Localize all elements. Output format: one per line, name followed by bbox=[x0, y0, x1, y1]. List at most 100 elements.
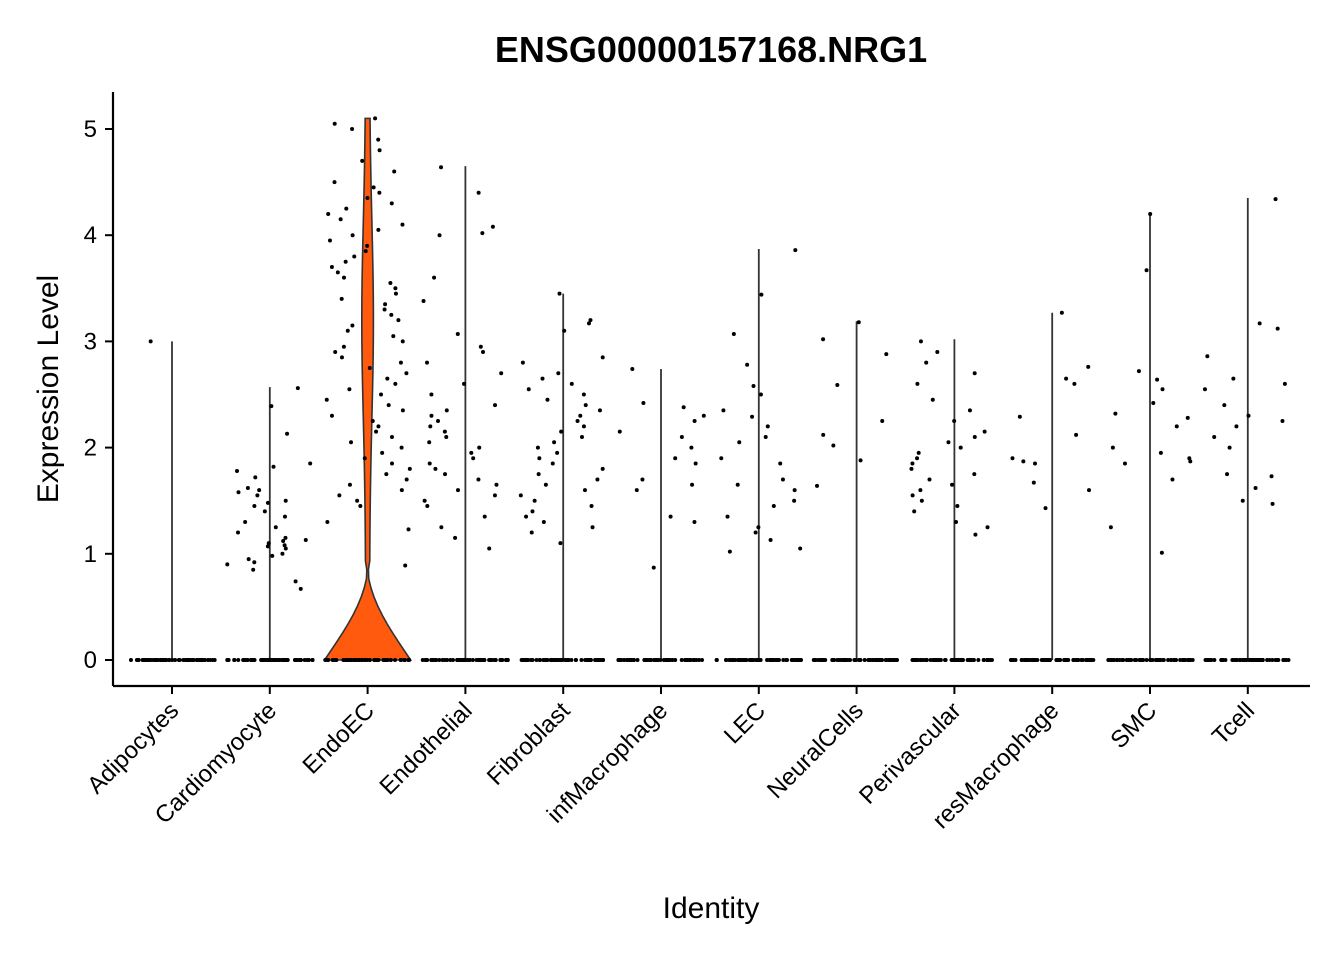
data-point bbox=[692, 519, 697, 524]
data-point bbox=[1235, 658, 1240, 662]
data-point bbox=[559, 429, 564, 434]
data-point bbox=[862, 658, 867, 662]
data-point bbox=[701, 413, 706, 418]
data-point bbox=[526, 658, 531, 662]
data-point bbox=[815, 483, 820, 488]
x-tick-label: SMC bbox=[1105, 697, 1162, 754]
data-point bbox=[843, 658, 848, 662]
data-point bbox=[469, 450, 474, 455]
data-point bbox=[393, 291, 398, 296]
data-point bbox=[735, 658, 740, 662]
data-point bbox=[367, 365, 372, 370]
data-point bbox=[784, 658, 789, 662]
data-point bbox=[933, 658, 938, 662]
data-point bbox=[751, 384, 756, 389]
y-tick-label: 3 bbox=[84, 328, 97, 355]
data-point bbox=[921, 658, 926, 662]
data-point bbox=[455, 658, 460, 662]
data-point bbox=[403, 563, 408, 568]
data-point bbox=[558, 541, 563, 546]
data-point bbox=[1269, 474, 1274, 479]
data-point bbox=[986, 658, 991, 662]
data-point bbox=[949, 658, 954, 662]
data-point bbox=[1231, 658, 1236, 662]
data-point bbox=[1231, 376, 1236, 381]
data-point bbox=[858, 458, 863, 463]
data-point bbox=[173, 658, 178, 662]
data-point bbox=[600, 466, 605, 471]
data-point bbox=[1155, 377, 1160, 382]
data-point bbox=[325, 519, 330, 524]
data-point bbox=[1010, 456, 1015, 461]
data-point bbox=[971, 658, 976, 662]
data-point bbox=[429, 413, 434, 418]
data-point bbox=[1110, 445, 1115, 450]
data-point bbox=[326, 211, 331, 216]
data-point bbox=[778, 461, 783, 466]
data-point bbox=[1168, 658, 1173, 662]
data-point bbox=[393, 381, 398, 386]
violin-SMC bbox=[1106, 211, 1195, 662]
data-point bbox=[618, 658, 623, 662]
data-point bbox=[308, 461, 313, 466]
data-point bbox=[377, 148, 382, 153]
data-point bbox=[560, 658, 565, 662]
data-point bbox=[874, 658, 879, 662]
violin-NeuralCells bbox=[811, 320, 899, 662]
violin-LEC bbox=[714, 248, 803, 662]
data-point bbox=[731, 331, 736, 336]
data-point bbox=[1174, 424, 1179, 429]
data-point bbox=[578, 413, 583, 418]
data-point bbox=[581, 424, 586, 429]
data-point bbox=[972, 371, 977, 376]
data-point bbox=[148, 339, 153, 344]
data-point bbox=[429, 392, 434, 397]
data-point bbox=[1064, 376, 1069, 381]
data-point bbox=[444, 434, 449, 439]
data-point bbox=[365, 243, 370, 248]
data-point bbox=[1270, 501, 1275, 506]
data-point bbox=[830, 658, 835, 662]
data-point bbox=[737, 440, 742, 445]
data-point bbox=[329, 413, 334, 418]
data-point bbox=[425, 360, 430, 365]
data-point bbox=[1257, 321, 1262, 326]
data-point bbox=[532, 498, 537, 503]
data-point bbox=[930, 397, 935, 402]
data-point bbox=[1225, 472, 1230, 477]
data-point bbox=[774, 658, 779, 662]
data-point bbox=[1089, 658, 1094, 662]
data-point bbox=[1057, 658, 1062, 662]
data-point bbox=[535, 445, 540, 450]
data-point bbox=[477, 445, 482, 450]
data-point bbox=[208, 658, 213, 662]
data-point bbox=[488, 658, 493, 662]
plot-area bbox=[128, 116, 1291, 662]
violin-Cardiomyocyte bbox=[225, 386, 315, 662]
data-point bbox=[298, 658, 303, 662]
data-point bbox=[555, 658, 560, 662]
data-point bbox=[177, 658, 182, 662]
data-point bbox=[428, 424, 433, 429]
data-point bbox=[344, 206, 349, 211]
violin-Endothelial bbox=[420, 165, 510, 662]
data-point bbox=[1148, 211, 1153, 216]
data-point bbox=[370, 419, 375, 424]
data-point bbox=[385, 376, 390, 381]
data-point bbox=[349, 440, 354, 445]
data-point bbox=[376, 137, 381, 142]
data-point bbox=[1108, 525, 1113, 530]
data-point bbox=[552, 440, 557, 445]
data-point bbox=[745, 362, 750, 367]
data-point bbox=[721, 408, 726, 413]
data-point bbox=[950, 482, 955, 487]
data-point bbox=[427, 440, 432, 445]
data-point bbox=[241, 658, 246, 662]
data-point bbox=[439, 165, 444, 170]
data-point bbox=[566, 658, 571, 662]
data-point bbox=[856, 658, 861, 662]
x-tick-label: LEC bbox=[719, 697, 771, 749]
data-point bbox=[380, 450, 385, 455]
data-point bbox=[337, 493, 342, 498]
data-point bbox=[520, 360, 525, 365]
